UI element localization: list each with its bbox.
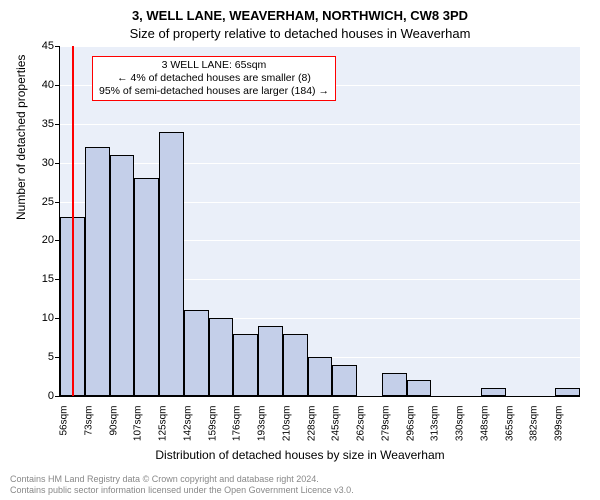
ytick-label: 25 — [30, 196, 54, 208]
footer-line2: Contains public sector information licen… — [10, 485, 354, 496]
ytick-label: 30 — [30, 157, 54, 169]
chart-title-line1: 3, WELL LANE, WEAVERHAM, NORTHWICH, CW8 … — [0, 8, 600, 23]
histogram-bar — [159, 132, 184, 396]
histogram-bar — [481, 388, 506, 396]
gridline — [60, 163, 580, 164]
histogram-bar — [555, 388, 580, 396]
ytick-label: 0 — [30, 390, 54, 402]
histogram-bar — [85, 147, 110, 396]
ytick-label: 10 — [30, 312, 54, 324]
footer-line1: Contains HM Land Registry data © Crown c… — [10, 474, 354, 485]
histogram-bar — [209, 318, 234, 396]
ytick-label: 45 — [30, 40, 54, 52]
ytick-label: 40 — [30, 79, 54, 91]
ytick-label: 35 — [30, 118, 54, 130]
plot-background: 05101520253035404556sqm73sqm90sqm107sqm1… — [60, 46, 580, 396]
ytick-label: 5 — [30, 351, 54, 363]
chart-area: 05101520253035404556sqm73sqm90sqm107sqm1… — [60, 46, 580, 396]
x-axis-label: Distribution of detached houses by size … — [0, 448, 600, 462]
x-axis-line — [60, 396, 580, 397]
chart-title-line2: Size of property relative to detached ho… — [0, 26, 600, 41]
ytick-label: 15 — [30, 273, 54, 285]
histogram-bar — [184, 310, 209, 396]
y-axis-line — [59, 46, 60, 396]
infobox-line: 95% of semi-detached houses are larger (… — [99, 85, 329, 98]
histogram-bar — [407, 380, 432, 396]
infobox-line: 3 WELL LANE: 65sqm — [99, 59, 329, 72]
ytick-label: 20 — [30, 234, 54, 246]
y-axis-label: Number of detached properties — [14, 55, 28, 220]
histogram-bar — [283, 334, 308, 396]
infobox-line: ← 4% of detached houses are smaller (8) — [99, 72, 329, 85]
footer-attribution: Contains HM Land Registry data © Crown c… — [10, 474, 354, 496]
property-info-box: 3 WELL LANE: 65sqm← 4% of detached house… — [92, 56, 336, 101]
histogram-bar — [134, 178, 159, 396]
histogram-bar — [308, 357, 333, 396]
histogram-bar — [332, 365, 357, 396]
histogram-bar — [382, 373, 407, 396]
gridline — [60, 46, 580, 47]
gridline — [60, 124, 580, 125]
histogram-bar — [233, 334, 258, 396]
histogram-bar — [258, 326, 283, 396]
property-marker-line — [72, 46, 74, 396]
histogram-bar — [110, 155, 135, 396]
